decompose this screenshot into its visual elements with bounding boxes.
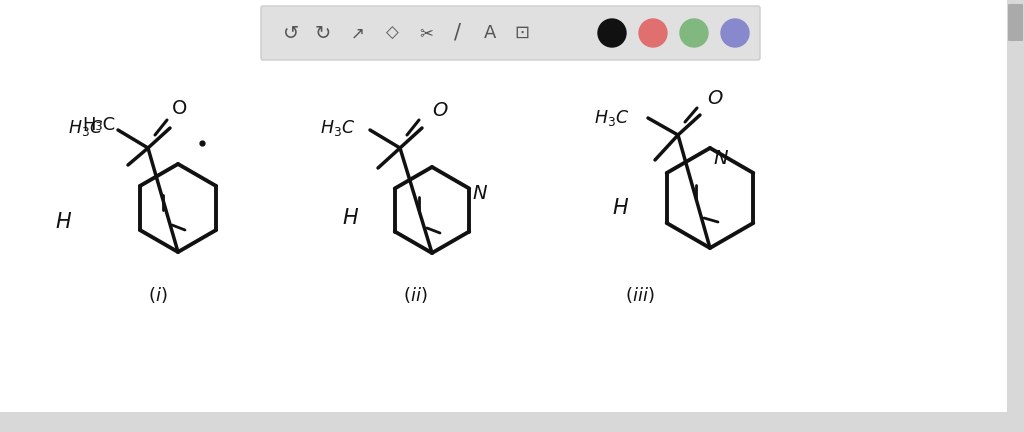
Bar xyxy=(1007,0,1024,432)
FancyBboxPatch shape xyxy=(261,6,760,60)
Text: ✂: ✂ xyxy=(419,24,433,42)
Circle shape xyxy=(598,19,626,47)
Circle shape xyxy=(721,19,749,47)
Bar xyxy=(0,412,1007,432)
Text: $\mathit{H_3C}$: $\mathit{H_3C}$ xyxy=(68,118,103,138)
Text: $(i)$: $(i)$ xyxy=(148,285,168,305)
Text: $\mathit{H}$: $\mathit{H}$ xyxy=(55,212,72,232)
Text: $\mathit{H_3C}$: $\mathit{H_3C}$ xyxy=(594,108,630,128)
Text: ⊡: ⊡ xyxy=(514,24,529,42)
Text: $\mathit{N}$: $\mathit{N}$ xyxy=(713,149,729,168)
Text: ↺: ↺ xyxy=(283,23,299,42)
Text: O: O xyxy=(172,98,187,118)
Text: $\mathit{O}$: $\mathit{O}$ xyxy=(707,89,724,108)
Text: ◇: ◇ xyxy=(386,24,398,42)
Circle shape xyxy=(639,19,667,47)
Circle shape xyxy=(680,19,708,47)
Text: ↻: ↻ xyxy=(314,23,331,42)
Text: $\mathit{H}$: $\mathit{H}$ xyxy=(612,198,629,218)
Text: $(iii)$: $(iii)$ xyxy=(626,285,654,305)
Text: $\mathit{H}$: $\mathit{H}$ xyxy=(342,208,359,228)
Text: $(ii)$: $(ii)$ xyxy=(402,285,427,305)
Text: $\mathit{O}$: $\mathit{O}$ xyxy=(432,101,449,120)
Text: $\mathit{H_3C}$: $\mathit{H_3C}$ xyxy=(319,118,355,138)
FancyBboxPatch shape xyxy=(1008,4,1023,41)
Text: A: A xyxy=(483,24,497,42)
Text: /: / xyxy=(455,23,462,43)
Text: H₃C: H₃C xyxy=(82,116,115,134)
Text: ↗: ↗ xyxy=(351,24,365,42)
Text: $\mathit{N}$: $\mathit{N}$ xyxy=(472,184,488,203)
